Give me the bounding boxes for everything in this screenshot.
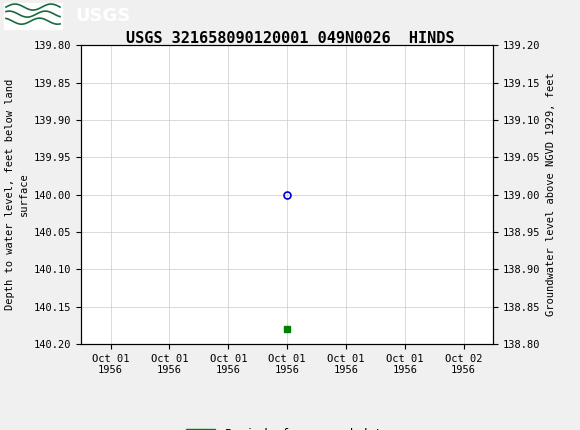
- Text: USGS: USGS: [75, 7, 130, 25]
- Y-axis label: Groundwater level above NGVD 1929, feet: Groundwater level above NGVD 1929, feet: [546, 73, 556, 316]
- Bar: [4, 3, 62, 29]
- Y-axis label: Depth to water level, feet below land
surface: Depth to water level, feet below land su…: [5, 79, 28, 310]
- Text: USGS 321658090120001 049N0026  HINDS: USGS 321658090120001 049N0026 HINDS: [126, 31, 454, 46]
- Legend: Period of approved data: Period of approved data: [181, 423, 393, 430]
